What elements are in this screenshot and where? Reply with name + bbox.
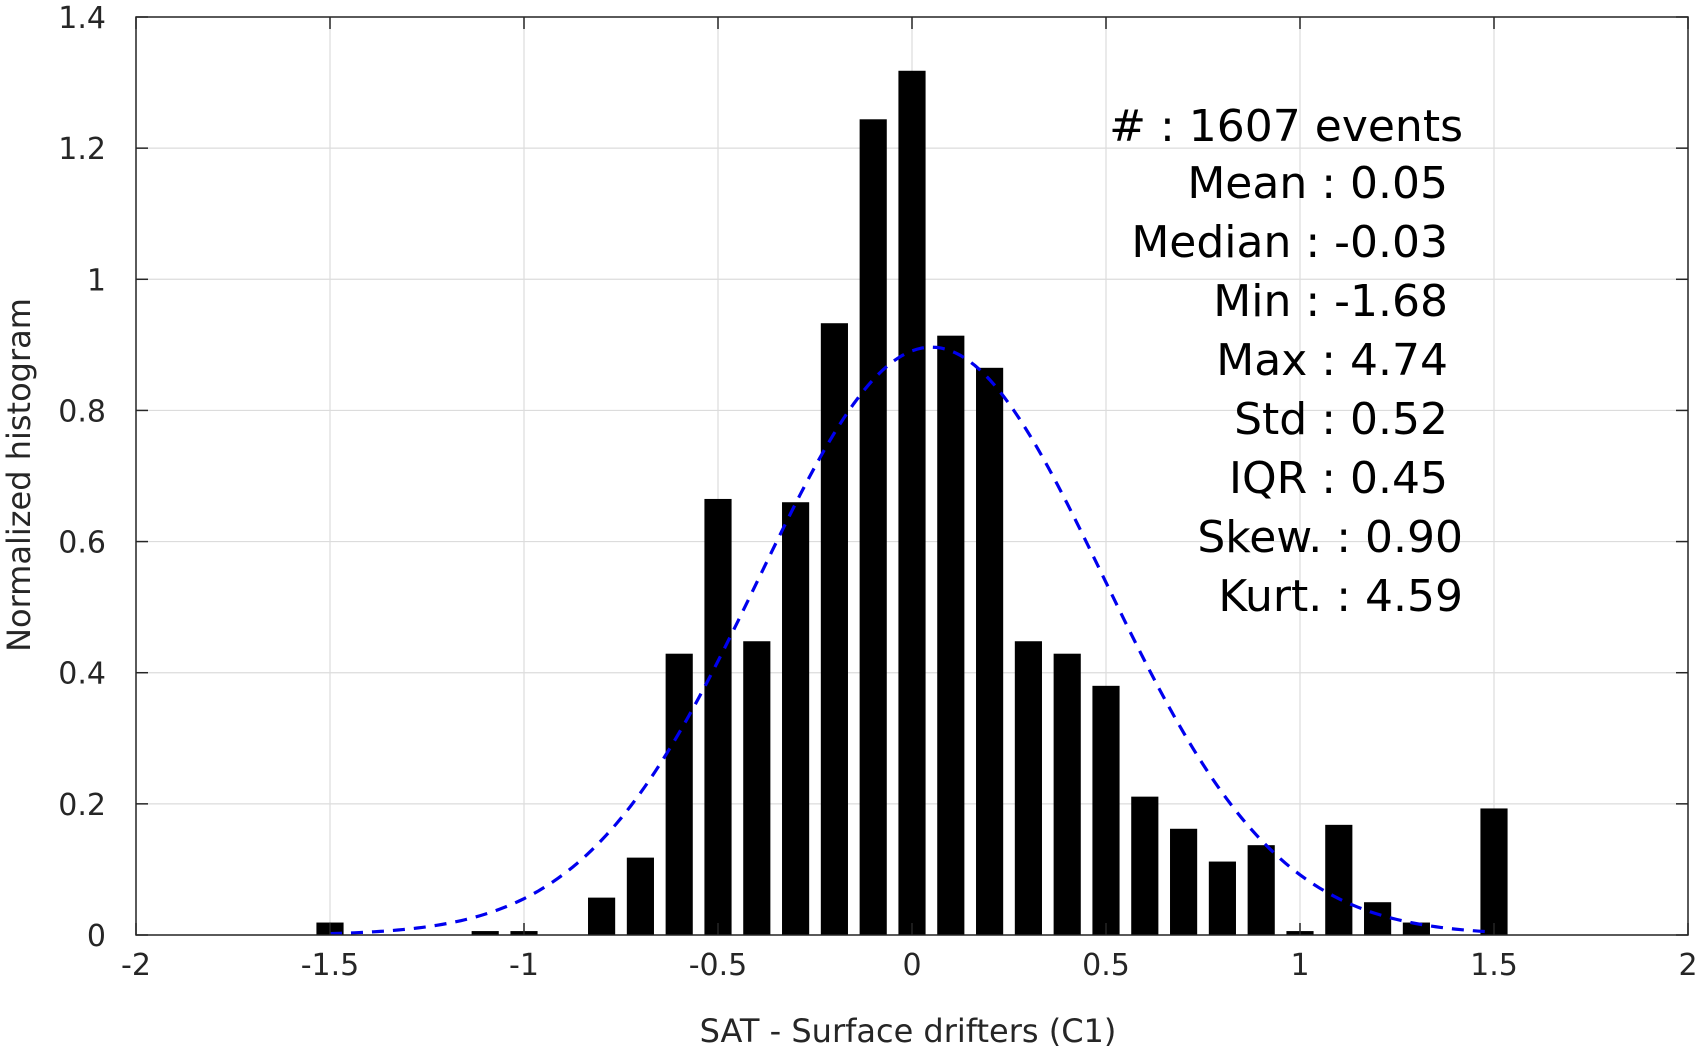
stat-iqr: IQR : 0.45: [1229, 453, 1448, 504]
histogram-bar: [859, 119, 887, 935]
histogram-bar: [1208, 861, 1236, 935]
x-tick-label: -1: [509, 948, 539, 983]
histogram-bar: [976, 367, 1004, 935]
stat-mean: Mean : 0.05: [1187, 158, 1448, 209]
histogram-bar: [665, 653, 693, 935]
x-tick-label: 0.5: [1082, 948, 1130, 983]
histogram-bar: [937, 335, 965, 936]
stat-std: Std : 0.52: [1234, 394, 1448, 445]
histogram-bar: [588, 897, 616, 935]
x-tick-label: 2: [1678, 948, 1697, 983]
histogram-bar: [1480, 808, 1508, 935]
histogram-bar: [1402, 922, 1430, 935]
histogram-bar: [1247, 845, 1275, 935]
histogram-bar: [743, 641, 771, 935]
histogram-bar: [1170, 828, 1198, 935]
stats-annotation: # : 1607 events Mean : 0.05 Median : -0.…: [1109, 101, 1463, 622]
stat-median: Median : -0.03: [1131, 217, 1448, 268]
y-tick-label: 1.4: [58, 1, 106, 36]
histogram-bar: [704, 498, 732, 935]
histogram-bar: [471, 931, 499, 935]
y-tick-label: 1.2: [58, 132, 106, 167]
histogram-bar: [898, 70, 926, 936]
y-tick-label: 0.6: [58, 526, 106, 561]
histogram-bar: [1053, 653, 1081, 935]
histogram-bars: [316, 70, 1508, 936]
y-tick-label: 0.4: [58, 657, 106, 692]
x-tick-label: 0: [902, 948, 921, 983]
normal-fit-curve: [329, 345, 1495, 936]
x-tick-label: 1: [1290, 948, 1309, 983]
histogram-bar: [1325, 824, 1353, 935]
y-tick-label: 1: [87, 263, 106, 298]
histogram-bar: [820, 323, 848, 935]
y-tick-label: 0.8: [58, 394, 106, 429]
x-tick-label: -0.5: [689, 948, 748, 983]
x-tick-label: 1.5: [1470, 948, 1518, 983]
histogram-bar: [782, 502, 810, 935]
x-tick-label: -1.5: [301, 948, 360, 983]
stat-min: Min : -1.68: [1213, 276, 1448, 327]
stat-max: Max : 4.74: [1216, 335, 1448, 386]
y-tick-label: 0: [87, 919, 106, 954]
histogram-bar: [1364, 902, 1392, 935]
stat-skew: Skew. : 0.90: [1197, 512, 1463, 563]
x-axis-title: SAT - Surface drifters (C1): [700, 1012, 1117, 1050]
fit-curve-line: [329, 345, 1495, 936]
tick-labels: -2 -1.5 -1 -0.5 0 0.5 1 1.5 2 0 0.2 0.4 0.6 0.8 1 1.2 1.…: [58, 1, 1697, 983]
y-tick-label: 0.2: [58, 788, 106, 823]
histogram-bar: [1092, 685, 1120, 935]
stat-kurt: Kurt. : 4.59: [1218, 571, 1463, 622]
stat-events: # : 1607 events: [1109, 101, 1463, 152]
axes-frame: [135, 16, 1689, 936]
histogram-bar: [626, 857, 654, 935]
x-tick-label: -2: [121, 948, 151, 983]
histogram-bar: [1131, 796, 1159, 935]
y-axis-title: Normalized histogram: [0, 298, 38, 652]
histogram-bar: [1014, 641, 1042, 935]
